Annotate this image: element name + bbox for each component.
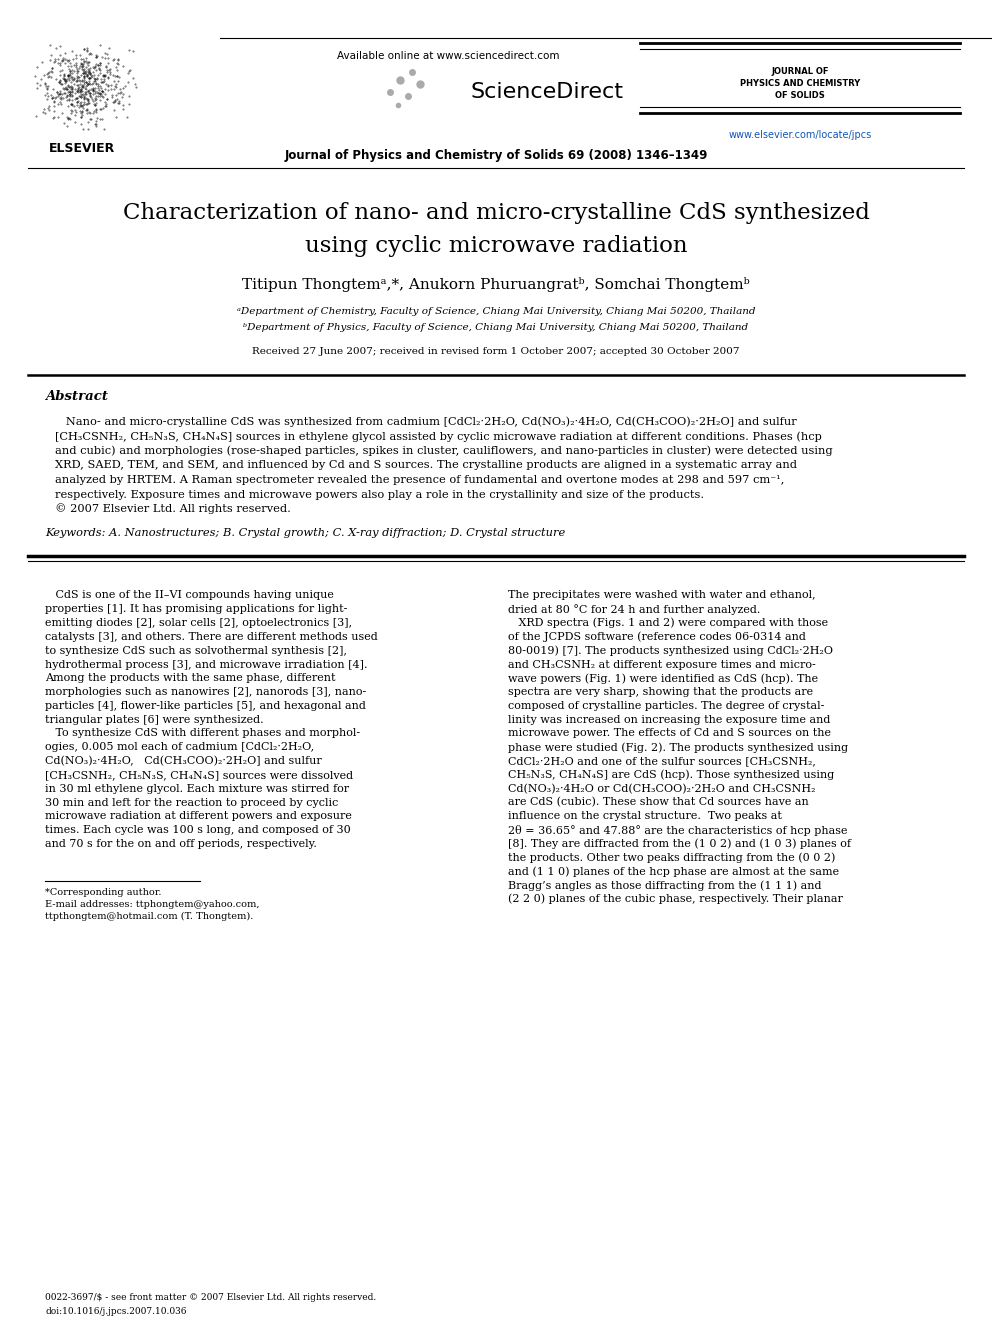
Text: triangular plates [6] were synthesized.: triangular plates [6] were synthesized.: [45, 714, 264, 725]
Text: CH₅N₃S, CH₄N₄S] are CdS (hcp). Those synthesized using: CH₅N₃S, CH₄N₄S] are CdS (hcp). Those syn…: [508, 770, 834, 781]
Text: and (1 1 0) planes of the hcp phase are almost at the same: and (1 1 0) planes of the hcp phase are …: [508, 867, 839, 877]
Text: Cd(NO₃)₂·4H₂O,   Cd(CH₃COO)₂·2H₂O] and sulfur: Cd(NO₃)₂·4H₂O, Cd(CH₃COO)₂·2H₂O] and sul…: [45, 755, 321, 766]
Text: of the JCPDS software (reference codes 06-0314 and: of the JCPDS software (reference codes 0…: [508, 631, 806, 642]
Text: Bragg’s angles as those diffracting from the (1 1 1) and: Bragg’s angles as those diffracting from…: [508, 880, 821, 890]
Text: The precipitates were washed with water and ethanol,: The precipitates were washed with water …: [508, 590, 815, 601]
Text: to synthesize CdS such as solvothermal synthesis [2],: to synthesize CdS such as solvothermal s…: [45, 646, 347, 656]
Text: PHYSICS AND CHEMISTRY: PHYSICS AND CHEMISTRY: [740, 79, 860, 89]
Text: Received 27 June 2007; received in revised form 1 October 2007; accepted 30 Octo: Received 27 June 2007; received in revis…: [252, 348, 740, 356]
Text: phase were studied (Fig. 2). The products synthesized using: phase were studied (Fig. 2). The product…: [508, 742, 848, 753]
Text: 30 min and left for the reaction to proceed by cyclic: 30 min and left for the reaction to proc…: [45, 798, 338, 807]
Text: JOURNAL OF: JOURNAL OF: [771, 67, 828, 77]
Text: are CdS (cubic). These show that Cd sources have an: are CdS (cubic). These show that Cd sour…: [508, 798, 808, 807]
Text: and cubic) and morphologies (rose-shaped particles, spikes in cluster, cauliflow: and cubic) and morphologies (rose-shaped…: [55, 446, 832, 456]
Text: Abstract: Abstract: [45, 389, 108, 402]
Text: composed of crystalline particles. The degree of crystal-: composed of crystalline particles. The d…: [508, 701, 824, 710]
Text: hydrothermal process [3], and microwave irradiation [4].: hydrothermal process [3], and microwave …: [45, 659, 367, 669]
Text: using cyclic microwave radiation: using cyclic microwave radiation: [305, 235, 687, 257]
Text: E-mail addresses: ttphongtem@yahoo.com,: E-mail addresses: ttphongtem@yahoo.com,: [45, 900, 260, 909]
Text: © 2007 Elsevier Ltd. All rights reserved.: © 2007 Elsevier Ltd. All rights reserved…: [55, 504, 291, 515]
Text: Nano- and micro-crystalline CdS was synthesized from cadmium [CdCl₂·2H₂O, Cd(NO₃: Nano- and micro-crystalline CdS was synt…: [55, 417, 797, 427]
Text: morphologies such as nanowires [2], nanorods [3], nano-: morphologies such as nanowires [2], nano…: [45, 687, 366, 697]
Text: (2 2 0) planes of the cubic phase, respectively. Their planar: (2 2 0) planes of the cubic phase, respe…: [508, 894, 843, 905]
Text: ttpthongtem@hotmail.com (T. Thongtem).: ttpthongtem@hotmail.com (T. Thongtem).: [45, 912, 253, 921]
Text: ELSEVIER: ELSEVIER: [49, 142, 115, 155]
Text: and CH₃CSNH₂ at different exposure times and micro-: and CH₃CSNH₂ at different exposure times…: [508, 659, 815, 669]
Text: 2θ = 36.65° and 47.88° are the characteristics of hcp phase: 2θ = 36.65° and 47.88° are the character…: [508, 824, 847, 836]
Text: Journal of Physics and Chemistry of Solids 69 (2008) 1346–1349: Journal of Physics and Chemistry of Soli…: [285, 148, 707, 161]
Text: ᵇDepartment of Physics, Faculty of Science, Chiang Mai University, Chiang Mai 50: ᵇDepartment of Physics, Faculty of Scien…: [243, 323, 749, 332]
Text: doi:10.1016/j.jpcs.2007.10.036: doi:10.1016/j.jpcs.2007.10.036: [45, 1307, 186, 1316]
Text: particles [4], flower-like particles [5], and hexagonal and: particles [4], flower-like particles [5]…: [45, 701, 366, 710]
Text: ᵃDepartment of Chemistry, Faculty of Science, Chiang Mai University, Chiang Mai : ᵃDepartment of Chemistry, Faculty of Sci…: [237, 307, 755, 316]
Text: dried at 80 °C for 24 h and further analyzed.: dried at 80 °C for 24 h and further anal…: [508, 603, 761, 615]
Text: spectra are very sharp, showing that the products are: spectra are very sharp, showing that the…: [508, 687, 813, 697]
Text: Among the products with the same phase, different: Among the products with the same phase, …: [45, 673, 335, 683]
Text: XRD spectra (Figs. 1 and 2) were compared with those: XRD spectra (Figs. 1 and 2) were compare…: [508, 618, 828, 628]
Text: wave powers (Fig. 1) were identified as CdS (hcp). The: wave powers (Fig. 1) were identified as …: [508, 673, 818, 684]
Text: Available online at www.sciencedirect.com: Available online at www.sciencedirect.co…: [336, 52, 559, 61]
Text: linity was increased on increasing the exposure time and: linity was increased on increasing the e…: [508, 714, 830, 725]
Text: catalysts [3], and others. There are different methods used: catalysts [3], and others. There are dif…: [45, 632, 378, 642]
Text: times. Each cycle was 100 s long, and composed of 30: times. Each cycle was 100 s long, and co…: [45, 826, 351, 835]
Text: properties [1]. It has promising applications for light-: properties [1]. It has promising applica…: [45, 605, 347, 614]
Text: microwave power. The effects of Cd and S sources on the: microwave power. The effects of Cd and S…: [508, 729, 831, 738]
Text: the products. Other two peaks diffracting from the (0 0 2): the products. Other two peaks diffractin…: [508, 852, 835, 863]
Text: and 70 s for the on and off periods, respectively.: and 70 s for the on and off periods, res…: [45, 839, 316, 849]
Text: www.elsevier.com/locate/jpcs: www.elsevier.com/locate/jpcs: [728, 130, 872, 140]
Text: emitting diodes [2], solar cells [2], optoelectronics [3],: emitting diodes [2], solar cells [2], op…: [45, 618, 352, 628]
Text: microwave radiation at different powers and exposure: microwave radiation at different powers …: [45, 811, 352, 822]
Text: 80-0019) [7]. The products synthesized using CdCl₂·2H₂O: 80-0019) [7]. The products synthesized u…: [508, 646, 833, 656]
Text: Cd(NO₃)₂·4H₂O or Cd(CH₃COO)₂·2H₂O and CH₃CSNH₂: Cd(NO₃)₂·4H₂O or Cd(CH₃COO)₂·2H₂O and CH…: [508, 783, 815, 794]
Text: in 30 ml ethylene glycol. Each mixture was stirred for: in 30 ml ethylene glycol. Each mixture w…: [45, 783, 349, 794]
Text: influence on the crystal structure.  Two peaks at: influence on the crystal structure. Two …: [508, 811, 782, 822]
Text: XRD, SAED, TEM, and SEM, and influenced by Cd and S sources. The crystalline pro: XRD, SAED, TEM, and SEM, and influenced …: [55, 460, 797, 471]
Text: analyzed by HRTEM. A Raman spectrometer revealed the presence of fundamental and: analyzed by HRTEM. A Raman spectrometer …: [55, 475, 785, 486]
Text: respectively. Exposure times and microwave powers also play a role in the crysta: respectively. Exposure times and microwa…: [55, 490, 704, 500]
Text: CdCl₂·2H₂O and one of the sulfur sources [CH₃CSNH₂,: CdCl₂·2H₂O and one of the sulfur sources…: [508, 757, 815, 766]
Text: CdS is one of the II–VI compounds having unique: CdS is one of the II–VI compounds having…: [45, 590, 334, 601]
Text: [CH₃CSNH₂, CH₅N₃S, CH₄N₄S] sources were dissolved: [CH₃CSNH₂, CH₅N₃S, CH₄N₄S] sources were …: [45, 770, 353, 779]
Text: Keywords: A. Nanostructures; B. Crystal growth; C. X-ray diffraction; D. Crystal: Keywords: A. Nanostructures; B. Crystal …: [45, 528, 565, 538]
Text: Characterization of nano- and micro-crystalline CdS synthesized: Characterization of nano- and micro-crys…: [123, 202, 869, 224]
Text: [CH₃CSNH₂, CH₅N₃S, CH₄N₄S] sources in ethylene glycol assisted by cyclic microwa: [CH₃CSNH₂, CH₅N₃S, CH₄N₄S] sources in et…: [55, 431, 822, 442]
Text: *Corresponding author.: *Corresponding author.: [45, 888, 162, 897]
Text: Titipun Thongtemᵃ,*, Anukorn Phuruangratᵇ, Somchai Thongtemᵇ: Titipun Thongtemᵃ,*, Anukorn Phuruangrat…: [242, 278, 750, 292]
Text: [8]. They are diffracted from the (1 0 2) and (1 0 3) planes of: [8]. They are diffracted from the (1 0 2…: [508, 839, 851, 849]
Text: To synthesize CdS with different phases and morphol-: To synthesize CdS with different phases …: [45, 729, 360, 738]
Text: ogies, 0.005 mol each of cadmium [CdCl₂·2H₂O,: ogies, 0.005 mol each of cadmium [CdCl₂·…: [45, 742, 314, 753]
Text: OF SOLIDS: OF SOLIDS: [775, 91, 825, 101]
Text: 0022-3697/$ - see front matter © 2007 Elsevier Ltd. All rights reserved.: 0022-3697/$ - see front matter © 2007 El…: [45, 1294, 376, 1303]
Text: ScienceDirect: ScienceDirect: [470, 82, 623, 102]
